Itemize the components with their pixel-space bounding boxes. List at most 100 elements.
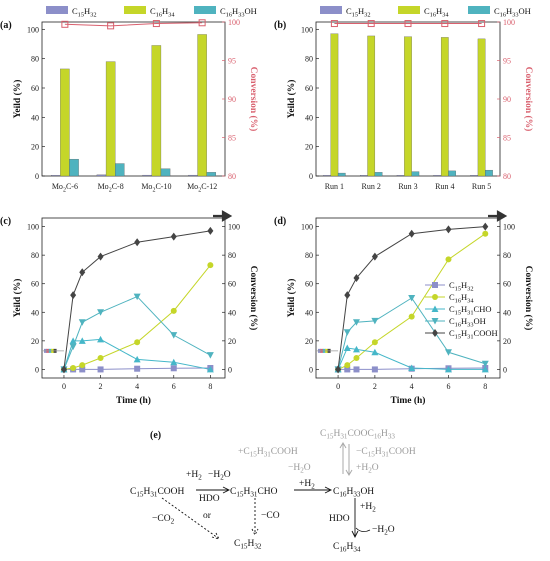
legend-swatch bbox=[194, 6, 216, 14]
data-point bbox=[78, 337, 86, 344]
data-point bbox=[60, 365, 67, 374]
bar bbox=[323, 175, 331, 177]
data-point bbox=[335, 365, 342, 374]
bar bbox=[96, 174, 107, 177]
bar bbox=[337, 172, 346, 177]
y-tick-label: 40 bbox=[305, 308, 313, 317]
x-tick-label: Run 1 bbox=[325, 182, 344, 191]
data-point bbox=[79, 362, 86, 369]
data-point bbox=[344, 291, 351, 300]
legend-label: C16​H33​OH bbox=[449, 316, 486, 329]
y2-tick-label: 0 bbox=[503, 365, 507, 374]
y2-axis-label: Conversion (%) bbox=[523, 266, 534, 331]
x-tick-label: 6 bbox=[172, 382, 176, 391]
y-tick-label: 20 bbox=[305, 143, 313, 152]
data-point bbox=[97, 355, 104, 361]
hdo-label-2: HDO bbox=[329, 514, 350, 524]
data-point bbox=[78, 319, 86, 326]
equilibrium-arrow-down bbox=[345, 444, 353, 476]
y2-tick-label: 85 bbox=[503, 134, 511, 143]
data-point bbox=[97, 366, 104, 373]
data-point bbox=[97, 309, 105, 316]
legend-swatch bbox=[46, 6, 68, 14]
conversion-point bbox=[441, 20, 449, 28]
data-point bbox=[170, 232, 177, 241]
panel-label: (a) bbox=[0, 20, 12, 31]
y-tick-label: 100 bbox=[301, 223, 313, 232]
legend-marker bbox=[432, 282, 438, 288]
y-tick-label: 100 bbox=[27, 25, 39, 34]
data-point bbox=[371, 339, 378, 346]
data-point bbox=[97, 335, 105, 343]
data-point bbox=[352, 345, 360, 353]
series-line bbox=[63, 264, 211, 370]
x-tick-label: Mo2​C-12 bbox=[187, 182, 217, 194]
y2-tick-label: 20 bbox=[228, 337, 236, 346]
arrow-alcohol-alkane bbox=[351, 498, 359, 539]
x-tick-label: 0 bbox=[62, 382, 66, 391]
equilibrium-arrow-up bbox=[339, 442, 347, 474]
x-tick-label: Mo2​C-8 bbox=[98, 182, 124, 194]
panel-d: 0 20 40 60 80 100 0 20 40 60 80 100 0 2 4 6 8 Time (h) Yei… bbox=[274, 210, 534, 406]
water-loss-curve bbox=[355, 527, 371, 532]
data-point bbox=[481, 365, 489, 373]
hdo-label-1: HDO bbox=[199, 494, 220, 504]
y-axis-label: Yeild (%) bbox=[12, 279, 23, 318]
data-point bbox=[408, 295, 416, 302]
data-point bbox=[134, 365, 141, 372]
bar bbox=[51, 175, 61, 177]
conversion-point bbox=[404, 20, 412, 28]
data-point bbox=[482, 230, 489, 237]
x-tick-label: Mo2​C-10 bbox=[141, 182, 171, 194]
legend-label: C15​H31​CHO bbox=[449, 304, 491, 317]
bar bbox=[206, 172, 216, 177]
y-tick-label: 0 bbox=[309, 172, 313, 181]
plot-frame bbox=[41, 217, 226, 379]
conversion-point bbox=[478, 20, 486, 28]
data-point bbox=[444, 365, 452, 373]
legend-marker bbox=[432, 329, 438, 337]
conversion-arrow bbox=[213, 210, 233, 222]
legend-marker bbox=[431, 318, 439, 325]
y-tick-label: 100 bbox=[301, 25, 313, 34]
y2-tick-label: 100 bbox=[228, 223, 240, 232]
data-point bbox=[133, 355, 141, 363]
minus-co-label: −CO bbox=[261, 511, 280, 521]
y-tick-label: 80 bbox=[305, 251, 313, 260]
panel-label: (e) bbox=[150, 430, 161, 441]
y-tick-label: 80 bbox=[31, 55, 39, 64]
data-point bbox=[344, 362, 351, 369]
data-point bbox=[134, 339, 141, 346]
data-point bbox=[371, 348, 379, 356]
data-point bbox=[207, 262, 214, 269]
legend-label: C16​H33​OH bbox=[494, 6, 531, 19]
legend-swatch bbox=[320, 6, 342, 14]
data-point bbox=[134, 238, 141, 247]
legend-label: C16​H34​ bbox=[424, 6, 449, 19]
series-line bbox=[63, 230, 211, 370]
plus-acid-label: +C15​H31​COOH bbox=[238, 447, 298, 459]
y2-tick-label: 0 bbox=[228, 365, 232, 374]
x-tick-label: 4 bbox=[410, 382, 414, 391]
legend-label: C16​H34​ bbox=[449, 292, 474, 305]
panel-b: 0 20 40 60 80 100 80 85 90 95 100 Run 1 Run 2 Run 3 Ru… bbox=[274, 6, 534, 191]
legend-swatch bbox=[468, 6, 490, 14]
y-tick-label: 0 bbox=[309, 365, 313, 374]
bar bbox=[448, 170, 456, 177]
y2-tick-label: 80 bbox=[228, 251, 236, 260]
data-point bbox=[69, 343, 77, 351]
bar bbox=[330, 33, 339, 177]
x-tick-label: Run 2 bbox=[362, 182, 381, 191]
y2-axis-label: Conversion (%) bbox=[523, 67, 534, 132]
data-point bbox=[353, 355, 360, 361]
minus-h2o-grey-label: −H2​O bbox=[288, 463, 311, 475]
conversion-point bbox=[367, 20, 375, 28]
x-tick-label: 8 bbox=[483, 382, 487, 391]
data-point bbox=[352, 319, 360, 326]
legend-label: C15​H31​COOH bbox=[449, 328, 498, 341]
data-point bbox=[206, 352, 214, 359]
legend-label: C16​H34​ bbox=[150, 6, 175, 19]
bar bbox=[188, 174, 198, 177]
panel-label: (b) bbox=[274, 20, 286, 31]
minus-h2o-label: −H2​O bbox=[208, 470, 231, 482]
